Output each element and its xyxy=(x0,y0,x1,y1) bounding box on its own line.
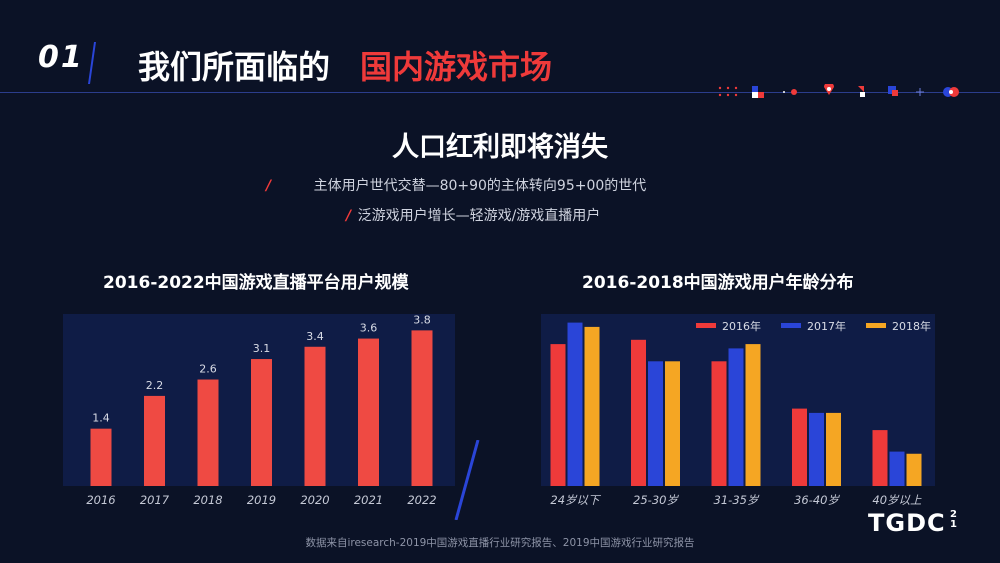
bar-value-label: 1.4 xyxy=(92,412,110,425)
legend-label: 2018年 xyxy=(892,319,931,333)
legend-swatch xyxy=(781,323,801,328)
x-tick-label: 31-35岁 xyxy=(714,493,760,507)
x-tick-label: 2022 xyxy=(407,493,436,507)
bar-value-label: 3.4 xyxy=(306,330,324,343)
bar xyxy=(889,451,905,486)
legend-label: 2017年 xyxy=(807,319,846,333)
section-number: 01 xyxy=(38,40,84,75)
bar xyxy=(411,330,433,486)
bar-value-label: 3.8 xyxy=(413,313,431,326)
bar xyxy=(745,344,761,486)
bar xyxy=(197,379,219,486)
bullet-text: 泛游戏用户增长—轻游戏/游戏直播用户 xyxy=(357,208,601,224)
bullet-item: / 泛游戏用户增长—轻游戏/游戏直播用户 xyxy=(346,205,600,225)
x-tick-label: 40岁以上 xyxy=(872,493,922,507)
bar xyxy=(792,408,807,486)
x-tick-label: 25-30岁 xyxy=(633,493,679,507)
bullet-slash-icon: / xyxy=(346,208,352,224)
bar-value-label: 2.6 xyxy=(199,363,217,376)
x-tick-label: 2018 xyxy=(193,493,222,507)
bullet-text: 主体用户世代交替—80+90的主体转向95+00的世代 xyxy=(313,178,647,194)
decorative-dots-icon xyxy=(718,84,959,98)
legend-swatch xyxy=(866,323,886,328)
chart-title-left: 2016-2022中国游戏直播平台用户规模 xyxy=(103,273,409,293)
bar xyxy=(809,412,824,486)
bar xyxy=(631,339,646,486)
bar xyxy=(711,361,727,486)
bullet-item: / 主体用户世代交替—80+90的主体转向95+00的世代 xyxy=(266,175,646,195)
logo-year-bottom: 1 xyxy=(950,519,957,530)
x-tick-label: 2017 xyxy=(140,493,170,507)
bar xyxy=(826,412,841,486)
x-tick-label: 36-40岁 xyxy=(794,493,840,507)
bar xyxy=(665,361,680,486)
bar-value-label: 2.2 xyxy=(146,379,164,392)
chart-title-right: 2016-2018中国游戏用户年龄分布 xyxy=(582,273,854,293)
bar xyxy=(251,359,272,486)
bar xyxy=(358,338,379,486)
bar xyxy=(648,361,663,486)
bar-value-label: 3.6 xyxy=(360,322,378,335)
bar xyxy=(550,344,566,486)
bar xyxy=(906,453,922,486)
diagonal-accent-icon xyxy=(454,440,480,520)
header-divider xyxy=(0,92,1000,93)
x-tick-label: 2016 xyxy=(86,493,115,507)
x-tick-label: 24岁以下 xyxy=(550,493,602,507)
bar xyxy=(728,348,744,486)
legend-label: 2016年 xyxy=(722,319,761,333)
bar xyxy=(872,430,888,486)
legend-swatch xyxy=(696,323,716,328)
bar xyxy=(90,428,112,486)
tgdc-logo: TGDC xyxy=(868,509,946,537)
subtitle: 人口红利即将消失 xyxy=(392,132,608,163)
bar xyxy=(567,322,583,486)
chart-user-scale: 1.4 2016 2.2 2017 2.6 2018 3.1 2019 3.4 2020 3.6 20… xyxy=(86,313,436,507)
bar xyxy=(304,346,326,486)
page-title: 我们所面临的 xyxy=(138,48,331,86)
source-note: 数据来自iresearch-2019中国游戏直播行业研究报告、2019中国游戏行… xyxy=(305,537,695,549)
bar xyxy=(144,395,165,486)
chart-age-distribution: 24岁以下 25-30岁 31-35岁 36-40岁 40岁以上 2016年 2017年 20… xyxy=(550,319,931,507)
tgdc-logo-year: 2 1 xyxy=(950,510,957,530)
x-tick-label: 2020 xyxy=(300,493,329,507)
bullet-slash-icon: / xyxy=(266,178,272,194)
page-title-highlight: 国内游戏市场 xyxy=(360,48,553,86)
x-tick-label: 2021 xyxy=(354,493,383,507)
bar-value-label: 3.1 xyxy=(253,342,271,355)
slash-accent-icon xyxy=(88,42,96,84)
bar xyxy=(584,326,600,486)
logo-year-top: 2 xyxy=(950,509,957,520)
x-tick-label: 2019 xyxy=(247,493,276,507)
